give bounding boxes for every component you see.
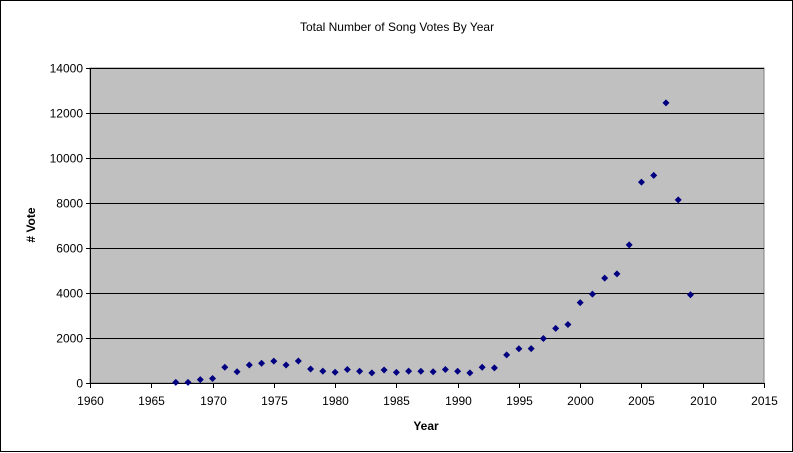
data-point [356,367,364,375]
y-tick-label: 6000 [56,242,83,256]
data-point [319,367,327,375]
data-point [539,334,547,342]
y-axis-label: # Vote [24,207,38,242]
data-point [466,369,474,377]
x-tick-label: 1960 [77,394,104,408]
y-tick-label: 4000 [56,287,83,301]
x-tick-label: 2010 [690,394,717,408]
x-tick-label: 1980 [322,394,349,408]
data-point [417,367,425,375]
data-point [441,366,449,373]
data-point [490,364,498,372]
data-point [588,290,596,298]
x-tick-label: 1975 [261,394,288,408]
data-points [172,99,694,386]
data-point [331,368,339,376]
data-point [392,368,400,376]
x-tick-label: 2000 [567,394,594,408]
y-tick-label: 10000 [50,152,84,166]
x-tick-label: 2005 [628,394,655,408]
y-tick-label: 12000 [50,107,84,121]
data-point [613,270,621,278]
data-point [454,367,462,375]
data-point [343,366,351,373]
data-point [221,363,229,371]
x-tick-label: 1970 [200,394,227,408]
data-point [650,171,658,179]
plot-area [89,67,765,384]
data-point [601,274,609,282]
x-tick-label: 1995 [506,394,533,408]
data-point [405,367,413,375]
y-tick-label: 2000 [56,332,83,346]
data-point [564,321,572,328]
data-point [258,359,266,367]
data-point [503,351,511,359]
data-point [184,378,192,386]
data-point [515,345,523,353]
data-point [576,299,584,307]
data-point [625,241,633,249]
data-point [368,369,376,377]
y-tick-label: 14000 [50,62,84,76]
data-point [282,361,290,369]
x-tick-label: 1990 [445,394,472,408]
data-point [307,365,315,373]
data-point [270,357,278,365]
data-point [245,361,253,369]
data-point [380,366,388,374]
data-point [686,291,694,299]
data-point [233,368,241,376]
data-point [662,99,670,107]
data-point [527,345,535,353]
data-point [552,324,560,332]
x-tick-label: 2015 [751,394,778,408]
axes [86,68,765,388]
y-tick-label: 8000 [56,197,83,211]
x-tick-label: 1965 [138,394,165,408]
data-point [637,178,645,186]
data-point [429,368,437,376]
tick-labels: 0 2000 4000 6000 8000 10000 12000 14000 1960 1965… [50,62,779,409]
chart-title: Total Number of Song Votes By Year [300,20,494,34]
x-axis-label: Year [413,419,439,433]
gridlines [90,68,764,339]
x-tick-label: 1985 [383,394,410,408]
data-point [196,376,204,384]
data-point [294,357,302,365]
y-tick-label: 0 [76,377,83,391]
data-point [674,196,682,204]
data-point [478,363,486,371]
data-point [209,375,217,382]
data-point [172,378,180,386]
